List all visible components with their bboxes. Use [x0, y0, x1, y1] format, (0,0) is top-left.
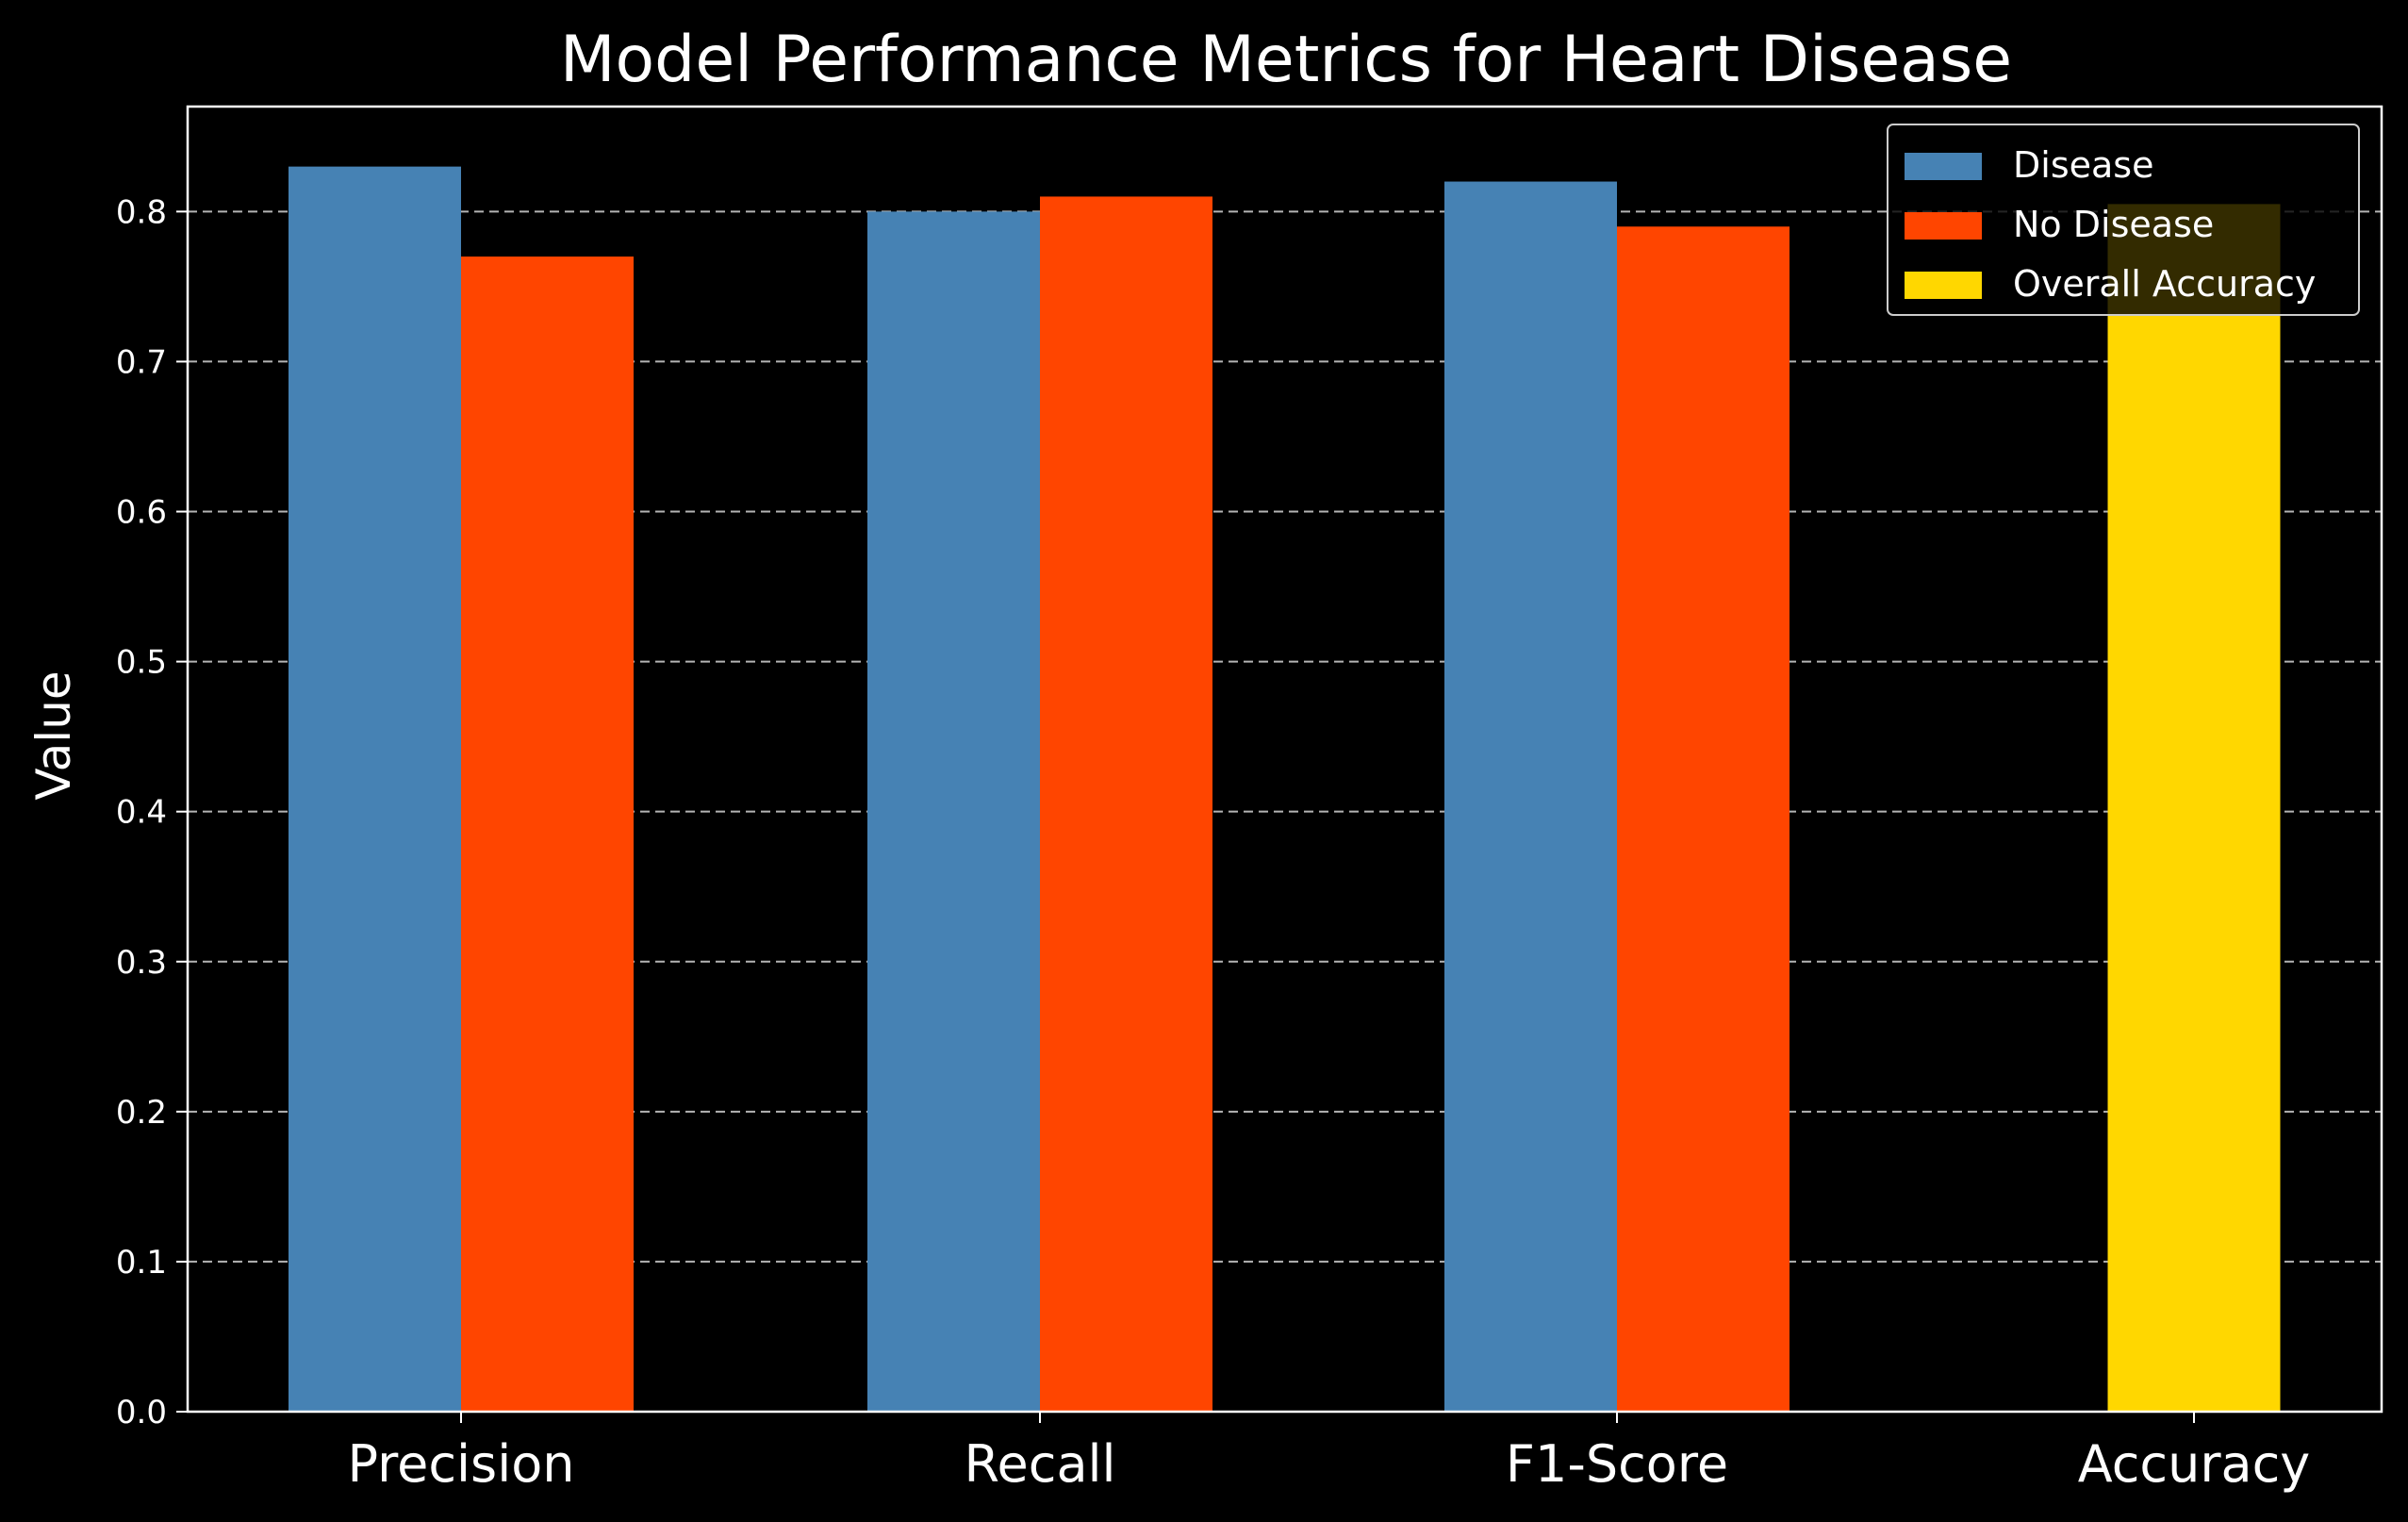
y-tick-label: 0.3 — [116, 944, 167, 982]
y-tick-label: 0.0 — [116, 1394, 167, 1431]
y-tick-label: 0.5 — [116, 644, 167, 682]
legend-box — [1887, 124, 2360, 316]
bar-disease-precision — [289, 166, 461, 1412]
legend: Disease No Disease Overall Accuracy — [1887, 124, 2360, 316]
x-tick-label: Accuracy — [2078, 1434, 2311, 1494]
legend-swatch — [1905, 272, 1982, 299]
bars — [289, 166, 2281, 1413]
y-tick-label: 0.6 — [116, 494, 167, 532]
legend-label: Disease — [2013, 144, 2153, 186]
plot-frame — [186, 105, 2383, 1414]
bar-disease-recall — [867, 211, 1040, 1412]
bar-disease-f1-score — [1444, 181, 1617, 1412]
bar-no-disease-recall — [1040, 196, 1212, 1413]
x-tick-label: F1-Score — [1506, 1434, 1728, 1494]
x-tick-label: Recall — [964, 1434, 1115, 1494]
y-tick-label: 0.4 — [116, 794, 167, 832]
legend-label: Overall Accuracy — [2013, 263, 2316, 305]
bar-no-disease-f1-score — [1617, 226, 1790, 1412]
legend-swatch — [1905, 212, 1982, 240]
y-tick-label: 0.7 — [116, 343, 167, 381]
y-tick-label: 0.1 — [116, 1244, 167, 1282]
y-tick-label: 0.8 — [116, 193, 167, 231]
bar-overall-accuracy-accuracy — [2107, 204, 2281, 1412]
legend-swatch — [1905, 153, 1982, 180]
legend-label: No Disease — [2013, 204, 2214, 245]
axes: 0.0 0.1 0.2 0.3 0.4 0.5 0.6 0.7 0.8 Precision Reca… — [116, 105, 2383, 1494]
bar-no-disease-precision — [461, 256, 634, 1413]
y-axis-label: Value — [26, 670, 81, 800]
chart-title: Model Performance Metrics for Heart Dise… — [560, 23, 2012, 97]
x-tick-label: Precision — [348, 1434, 575, 1494]
y-tick-label: 0.2 — [116, 1094, 167, 1132]
